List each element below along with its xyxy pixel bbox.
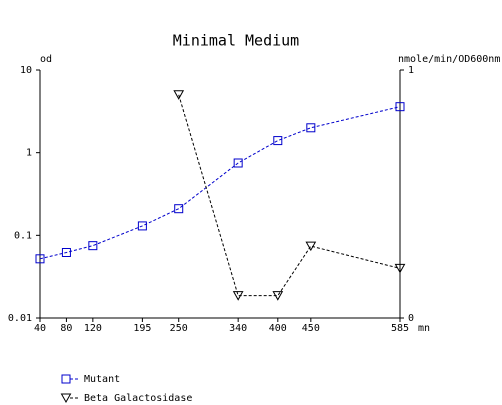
legend-label: Beta Galactosidase [84, 393, 192, 404]
chart-title: Minimal Medium [173, 32, 299, 50]
series-line [178, 94, 401, 297]
data-point [88, 241, 98, 251]
x-tick-label: 250 [170, 323, 188, 334]
data-point [395, 102, 405, 112]
data-point [272, 291, 284, 301]
x-tick-label: 80 [60, 323, 72, 334]
data-point [232, 291, 244, 301]
y-tick-label: 0.01 [8, 313, 32, 324]
data-point [137, 221, 147, 231]
y-axis-label: od [40, 54, 52, 65]
data-point [306, 123, 316, 133]
data-point [61, 247, 71, 257]
data-point [35, 254, 45, 264]
x-tick-label: 40 [34, 323, 46, 334]
x-tick-label: 120 [84, 323, 102, 334]
data-point [173, 90, 185, 100]
data-point [394, 263, 406, 274]
y2-axis-label: nmole/min/OD600nm [398, 54, 500, 65]
series-line [39, 106, 401, 260]
y-tick-label: 0.1 [14, 230, 32, 241]
y2-tick-label: 1 [408, 65, 414, 76]
y2-tick-label: 0 [408, 313, 414, 324]
y-tick-label: 10 [20, 65, 32, 76]
legend-marker [60, 393, 72, 404]
x-tick-label: 340 [229, 323, 247, 334]
x-tick-label: 195 [133, 323, 151, 334]
y-tick-label: 1 [26, 148, 32, 159]
legend-marker [61, 374, 71, 384]
legend-label: Mutant [84, 374, 120, 385]
x-tick-label: 400 [269, 323, 287, 334]
data-point [273, 136, 283, 146]
x-axis-label: mn [418, 323, 430, 334]
x-tick-label: 450 [302, 323, 320, 334]
data-point [174, 204, 184, 214]
x-tick-label: 585 [391, 323, 409, 334]
data-point [233, 158, 243, 168]
data-point [305, 241, 317, 252]
